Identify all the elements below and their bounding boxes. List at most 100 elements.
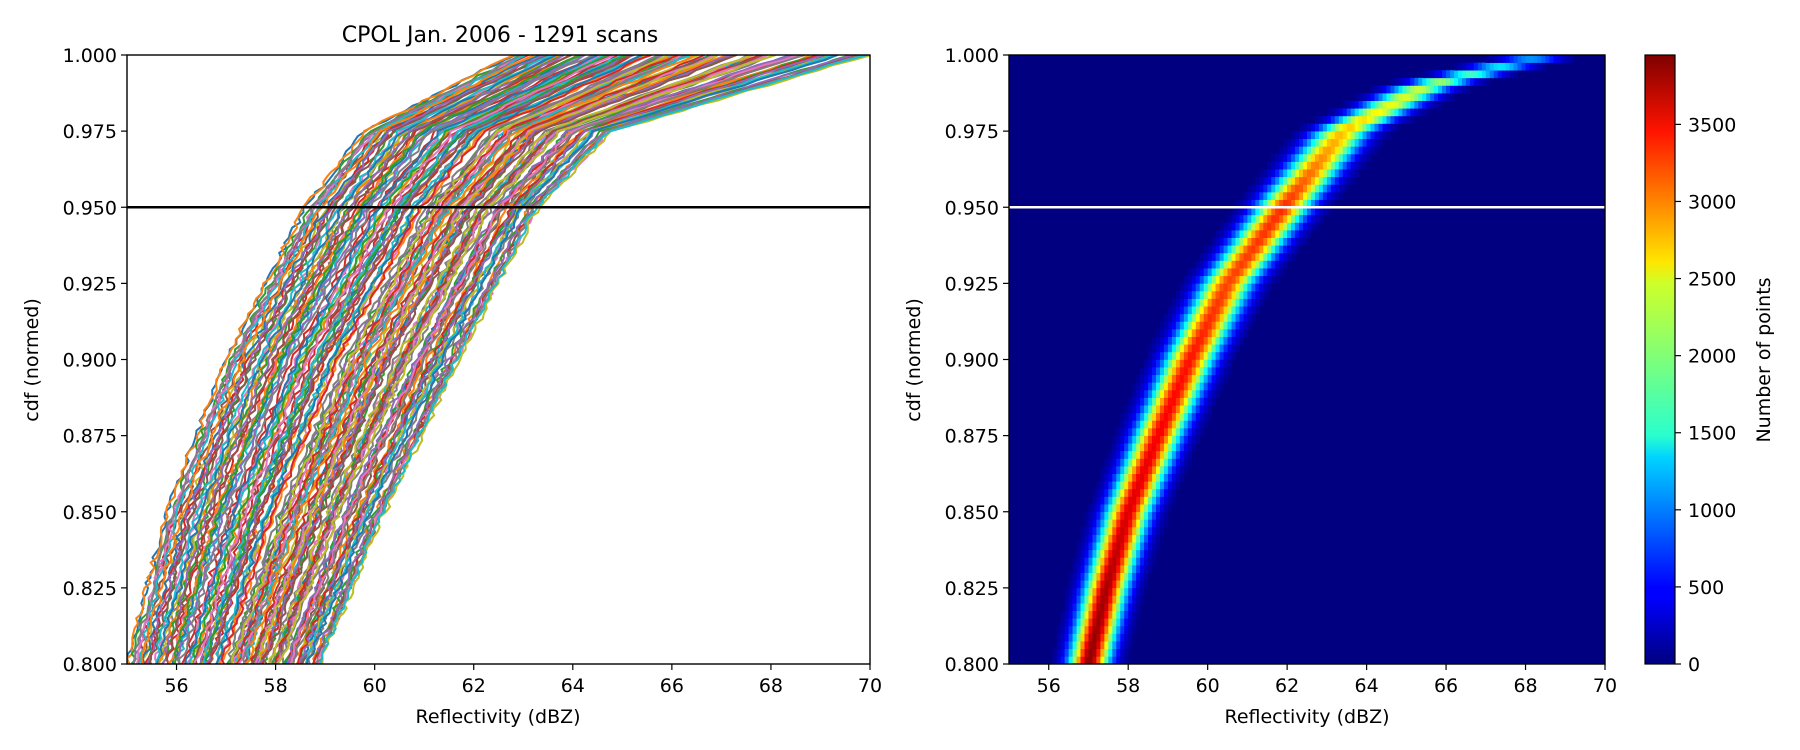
heatmap-cell [1287, 237, 1292, 246]
heatmap-cell [1318, 192, 1324, 200]
heatmap-cell [1148, 397, 1153, 406]
heatmap-cell [1227, 336, 1232, 345]
heatmap-cell [1279, 146, 1284, 155]
heatmap-cell [1092, 633, 1097, 642]
heatmap-cell [1318, 153, 1324, 162]
heatmap-cell [1096, 565, 1101, 573]
scan-cdf-line [261, 55, 738, 664]
heatmap-cell [1255, 290, 1260, 299]
heatmap-cell [1394, 85, 1399, 94]
heatmap-cell [1326, 176, 1332, 185]
heatmap-cell [1156, 443, 1161, 452]
heatmap-cell [1223, 230, 1228, 238]
heatmap-cell [1191, 290, 1197, 299]
heatmap-cell [1211, 306, 1216, 315]
heatmap-cell [1231, 230, 1236, 238]
heatmap-cell [1187, 321, 1193, 330]
heatmap-cell [1144, 504, 1149, 513]
heatmap-cell [1231, 290, 1236, 299]
heatmap-cell [1287, 192, 1292, 200]
heatmap-cell [1378, 108, 1383, 117]
heatmap-cell [1271, 252, 1276, 261]
heatmap-cell [1275, 268, 1280, 277]
heatmap-cell [1303, 214, 1308, 223]
heatmap-cell [1291, 230, 1296, 238]
heatmap-cell [1124, 526, 1129, 535]
heatmap-cell [1243, 192, 1248, 200]
heatmap-cell [1112, 511, 1117, 520]
scan-cdf-line [230, 55, 670, 664]
heatmap-cell [1251, 260, 1256, 269]
heatmap-cell [1525, 55, 1530, 63]
heatmap-cell [1191, 329, 1197, 337]
heatmap-cell [1156, 329, 1161, 337]
heatmap-cell [1124, 511, 1129, 520]
heatmap-cell [1227, 283, 1232, 292]
heatmap-cell [1120, 481, 1125, 490]
heatmap-cell [1080, 542, 1085, 551]
heatmap-cell [1223, 298, 1228, 307]
heatmap-cell [1080, 625, 1085, 634]
heatmap-cell [1171, 496, 1177, 505]
heatmap-cell [1076, 580, 1081, 589]
heatmap-cell [1120, 473, 1125, 482]
heatmap-cell [1279, 222, 1284, 231]
heatmap-cell [1163, 450, 1169, 459]
heatmap-cell [1116, 656, 1121, 664]
heatmap-cell [1223, 260, 1228, 269]
heatmap-cell [1136, 412, 1141, 421]
heatmap-cell [1152, 488, 1157, 497]
heatmap-cell [1394, 100, 1399, 109]
heatmap-cell [1493, 55, 1499, 63]
heatmap-cell [1342, 169, 1348, 178]
heatmap-cell [1159, 405, 1165, 414]
heatmap-cell [1207, 367, 1212, 376]
heatmap-cell [1064, 587, 1069, 596]
heatmap-cell [1108, 625, 1113, 634]
heatmap-cell [1370, 115, 1375, 124]
heatmap-cell [1108, 618, 1113, 627]
heatmap-cell [1279, 237, 1284, 246]
colorbar-tick-label: 1500 [1688, 423, 1736, 445]
heatmap-cell [1183, 306, 1189, 315]
heatmap-cell [1112, 587, 1117, 596]
heatmap-cell [1251, 290, 1256, 299]
heatmap-cell [1279, 207, 1284, 216]
heatmap-cell [1056, 648, 1061, 657]
heatmap-cell [1295, 184, 1300, 193]
heatmap-cell [1152, 557, 1157, 566]
heatmap-cell [1203, 405, 1208, 414]
scan-cdf-line [138, 55, 527, 664]
heatmap-cell [1521, 62, 1526, 71]
heatmap-cell [1159, 526, 1165, 535]
heatmap-cell [1179, 374, 1185, 383]
heatmap-cell [1457, 62, 1463, 71]
heatmap-cell [1092, 557, 1097, 566]
heatmap-cell [1163, 336, 1169, 345]
heatmap-cell [1124, 648, 1129, 657]
heatmap-cell [1175, 374, 1181, 383]
heatmap-cell [1569, 55, 1574, 63]
heatmap-cell [1152, 374, 1157, 383]
heatmap-cell [1052, 656, 1057, 664]
heatmap-cell [1275, 260, 1280, 269]
heatmap-cell [1207, 329, 1212, 337]
heatmap-cell [1255, 207, 1260, 216]
heatmap-cell [1199, 428, 1204, 436]
heatmap-cell [1354, 161, 1359, 170]
heatmap-cell [1132, 534, 1137, 543]
heatmap-cell [1219, 359, 1224, 368]
heatmap-cell [1207, 306, 1212, 315]
heatmap-cell [1215, 230, 1220, 238]
heatmap-cell [1084, 618, 1089, 627]
heatmap-cell [1080, 595, 1085, 604]
heatmap-cell [1398, 93, 1403, 101]
heatmap-cell [1104, 648, 1109, 657]
heatmap-cell [1112, 572, 1117, 581]
heatmap-cell [1108, 595, 1113, 604]
heatmap-cell [1167, 359, 1173, 368]
heatmap-cell [1187, 359, 1193, 368]
heatmap-cell [1187, 283, 1193, 292]
heatmap-cell [1120, 625, 1125, 634]
